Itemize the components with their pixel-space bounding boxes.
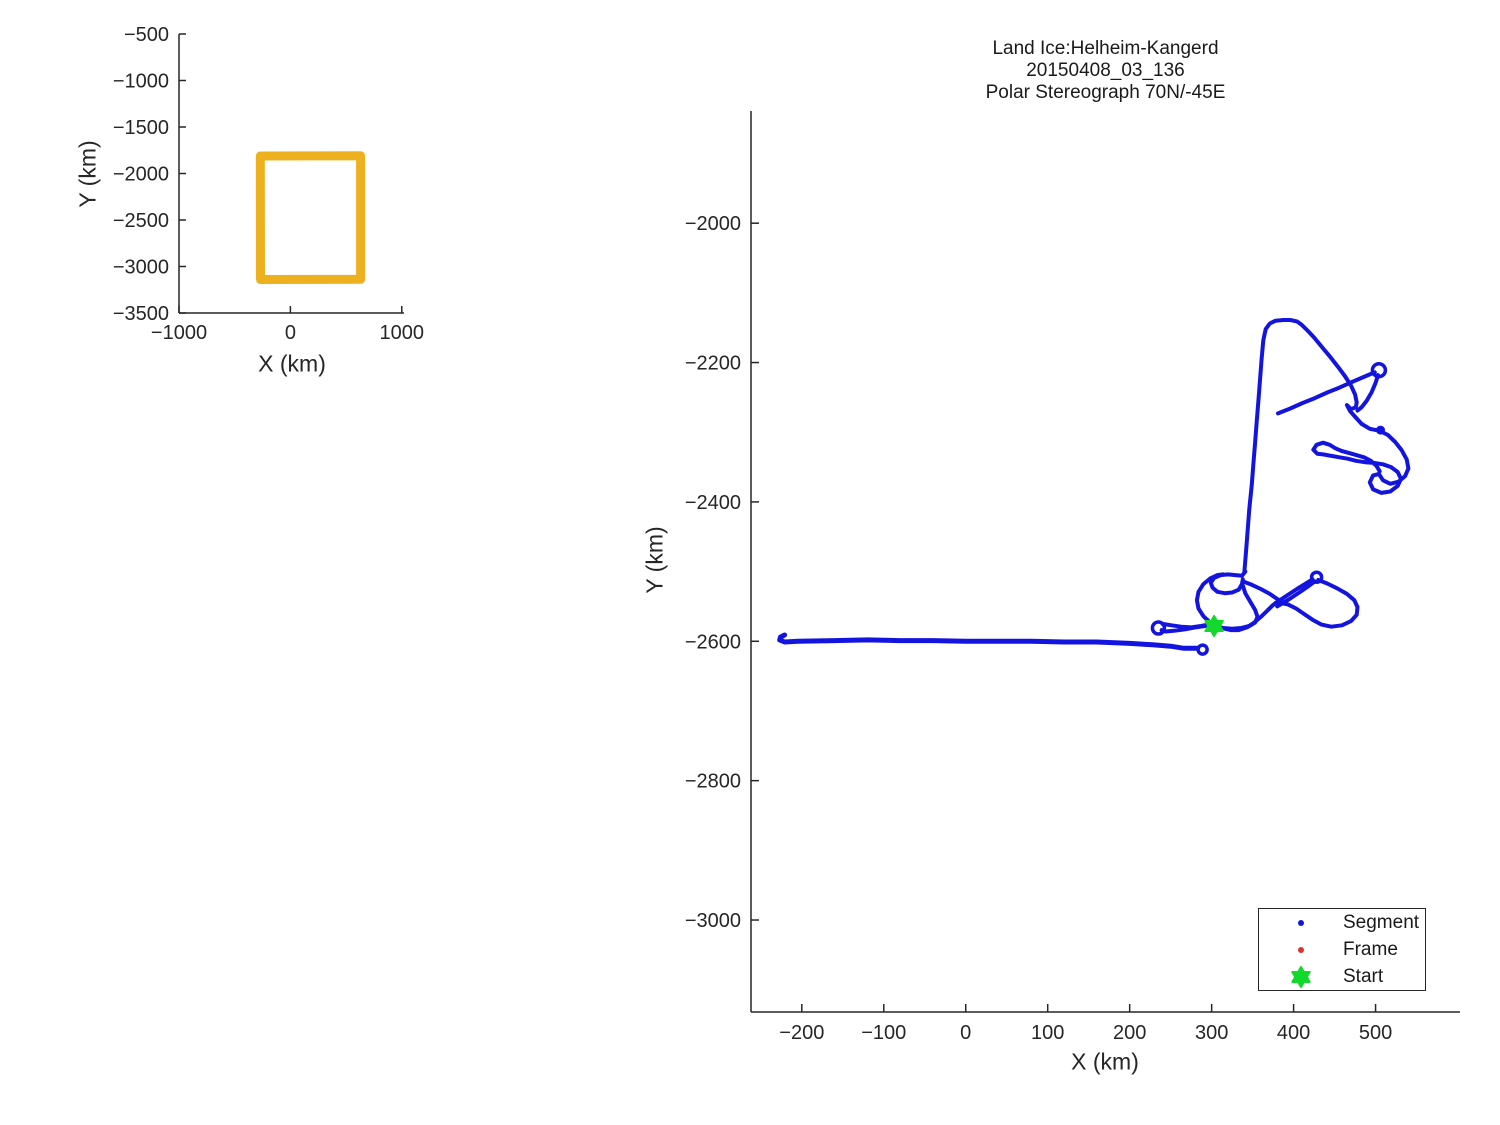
legend-item-start: Start [1259, 964, 1425, 990]
y-tick-label: −2200 [685, 353, 741, 375]
y-tick-label: −2000 [113, 164, 169, 186]
inset-x-axis-label: X (km) [258, 350, 326, 377]
x-tick-label: −200 [779, 1022, 824, 1044]
x-tick-label: −100 [861, 1022, 906, 1044]
legend: Segment Frame Start [1258, 908, 1426, 991]
frame-legend-glyph [1298, 946, 1304, 953]
y-tick-label: −1500 [113, 117, 169, 139]
x-tick-label: 100 [1031, 1022, 1064, 1044]
y-tick-label: −2500 [113, 210, 169, 232]
inset-axes [178, 34, 404, 314]
west-end-circle [1196, 643, 1209, 656]
legend-item-segment: Segment [1259, 910, 1425, 936]
y-tick-label: −2600 [685, 631, 741, 653]
x-tick-label: 400 [1277, 1022, 1310, 1044]
y-tick-label: −1000 [113, 71, 169, 93]
flight-track-west-transit [777, 632, 1201, 651]
main-chart-svg: −200 −100 0 100 200 300 400 500−2000−2200−2400−… [685, 111, 1460, 1044]
legend-label-frame: Frame [1343, 938, 1398, 960]
y-tick-label: −2400 [685, 492, 741, 514]
flight-track-north-line-and-blob [1242, 318, 1411, 574]
legend-hexagram [1291, 965, 1311, 988]
main-axes [750, 111, 1460, 1013]
y-axis: −500 −1000 −1500 −2000 −2500 −3000 −3500 [113, 24, 186, 325]
x-axis: −200 −100 0 100 200 300 400 500 [779, 1004, 1392, 1044]
x-axis: −1000 0 1000 [151, 306, 424, 344]
upper-ne-circle [1370, 361, 1388, 379]
x-tick-label: −1000 [151, 322, 207, 344]
flight-track-cluster-bridge [1240, 579, 1286, 605]
y-tick-label: −2800 [685, 771, 741, 793]
cluster-ne-circle [1309, 570, 1324, 584]
y-tick-label: −2000 [685, 213, 741, 235]
chart-title: Land Ice:Helheim-Kangerd 20150408_03_136… [751, 38, 1460, 104]
main-y-axis-label: Y (km) [641, 526, 668, 594]
x-tick-label: 500 [1359, 1022, 1392, 1044]
y-tick-label: −3000 [113, 257, 169, 279]
x-tick-label: 300 [1195, 1022, 1228, 1044]
x-tick-label: 200 [1113, 1022, 1146, 1044]
legend-item-frame: Frame [1259, 937, 1425, 963]
flight-track-ne-descent [1355, 373, 1380, 413]
chart-title-line-1: Land Ice:Helheim-Kangerd [992, 38, 1219, 59]
x-tick-label: 1000 [380, 322, 425, 344]
legend-label-start: Start [1343, 965, 1384, 987]
flight-track-right-loop [1273, 578, 1360, 629]
flight-track-cluster-left-loop [1208, 569, 1248, 596]
chart-title-line-2: 20150408_03_136 [1026, 60, 1185, 81]
legend-dot [1298, 919, 1304, 926]
x-tick-label: 0 [285, 322, 296, 344]
flight-track-crossing-line [1276, 370, 1377, 416]
start-marker [1204, 615, 1224, 637]
y-tick-label: −3500 [113, 303, 169, 325]
start-legend-glyph [1291, 965, 1311, 988]
segment-legend-glyph [1298, 919, 1304, 926]
flight-track-cluster-upleft [1194, 572, 1226, 625]
y-tick-label: −500 [124, 24, 169, 46]
y-tick-label: −3000 [685, 910, 741, 932]
x-tick-label: 0 [960, 1022, 971, 1044]
flight-track-diagonal-a [1273, 577, 1315, 605]
track-knot-point [1376, 425, 1385, 435]
chart-title-line-3: Polar Stereograph 70N/-45E [985, 82, 1226, 103]
coverage-box [255, 151, 366, 284]
legend-dot [1298, 946, 1304, 953]
legend-label-segment: Segment [1343, 911, 1420, 933]
y-axis: −2000 −2200 −2400 −2600 −2800 −3000 [685, 213, 759, 932]
inset-y-axis-label: Y (km) [74, 140, 101, 208]
inset-chart-svg: −1000 0 1000−500−1000−1500−2000−2500−3000−… [113, 24, 424, 344]
main-x-axis-label: X (km) [1071, 1048, 1139, 1075]
turnaround-circle [1150, 620, 1167, 636]
